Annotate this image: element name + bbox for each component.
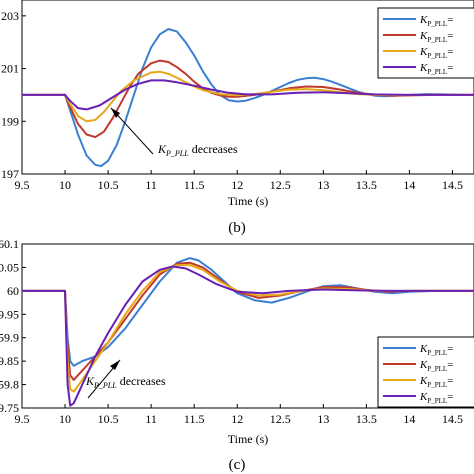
annotation-arrowhead-c xyxy=(110,360,120,370)
x-tick-label: 11 xyxy=(145,412,157,426)
annotation-label-b: KP_PLL decreases xyxy=(157,142,238,158)
x-axis-title-c: Time (s) xyxy=(228,432,269,446)
x-tick-label: 10.5 xyxy=(98,178,119,192)
y-tick-label: 197 xyxy=(1,167,19,181)
y-tick-label: 59.95 xyxy=(0,307,19,321)
y-ticks-c: 60.1 60.05 60 59.95 59.9 59.85 59.8 59.75 xyxy=(0,237,26,415)
x-tick-label: 11 xyxy=(145,178,157,192)
x-tick-label: 10 xyxy=(59,412,71,426)
y-tick-label: 60.1 xyxy=(0,237,19,251)
series-line-1 xyxy=(22,257,474,367)
plot-area-c-frame xyxy=(21,243,474,409)
series-lines-c xyxy=(22,257,474,407)
y-tick-label: 59.8 xyxy=(0,378,19,392)
x-tick-label: 13.5 xyxy=(356,178,377,192)
plot-area-b xyxy=(21,0,474,175)
legend-label-2: KP_PLL= xyxy=(419,30,453,44)
x-tick-label: 10.5 xyxy=(98,412,119,426)
x-tick-label: 9.5 xyxy=(15,178,30,192)
y-tick-label: 199 xyxy=(1,114,19,128)
x-axis-title-b: Time (s) xyxy=(228,194,269,208)
series-line-4 xyxy=(22,79,474,111)
x-tick-label: 13 xyxy=(317,178,329,192)
series-lines-b xyxy=(22,28,474,168)
legend-label-4: KP_PLL= xyxy=(419,62,453,76)
x-ticks-c: 9.5 10 10.5 11 11.5 12 12.5 13 13.5 14 14.5 xyxy=(15,404,463,426)
x-tick-label: 14 xyxy=(403,178,415,192)
legend-label-3: KP_PLL= xyxy=(419,46,453,60)
annotation-arrowhead-b xyxy=(111,108,120,118)
annotation-b: KP_PLL decreases xyxy=(110,107,238,158)
y-tick-label: 203 xyxy=(1,9,19,23)
annotation-arrow-b xyxy=(110,107,154,155)
annotation-label-c: KP_PLL decreases xyxy=(85,374,166,390)
x-tick-label: 11.5 xyxy=(184,412,205,426)
x-tick-label: 14.5 xyxy=(442,412,463,426)
x-tick-label: 13 xyxy=(317,412,329,426)
y-tick-label: 59.9 xyxy=(0,331,19,345)
x-tick-label: 14.5 xyxy=(442,178,463,192)
chart-panel-b: 9.5 10 10.5 11 11.5 12 12.5 13 13.5 14 14.5 197 199… xyxy=(1,0,474,236)
y-tick-label: 201 xyxy=(1,62,19,76)
y-tick-label: 59.75 xyxy=(0,401,19,415)
legend-label-1: KP_PLL= xyxy=(419,343,453,357)
legend-label-2: KP_PLL= xyxy=(419,359,453,373)
plot-area-c xyxy=(21,243,474,409)
x-tick-label: 11.5 xyxy=(184,178,205,192)
x-tick-label: 14 xyxy=(403,412,415,426)
x-ticks-b: 9.5 10 10.5 11 11.5 12 12.5 13 13.5 14 14.5 xyxy=(15,170,463,192)
panel-label-b: (b) xyxy=(228,220,246,236)
y-tick-label: 59.85 xyxy=(0,354,19,368)
y-tick-label: 60 xyxy=(7,284,19,298)
legend-c: KP_PLL= KP_PLL= KP_PLL= KP_PLL= xyxy=(377,336,474,408)
legend-b: KP_PLL= KP_PLL= KP_PLL= KP_PLL= xyxy=(377,7,474,79)
x-tick-label: 12 xyxy=(231,178,243,192)
y-tick-label: 60.05 xyxy=(0,260,19,274)
annotation-c: KP_PLL decreases xyxy=(85,359,166,399)
x-tick-label: 12 xyxy=(231,412,243,426)
x-tick-label: 9.5 xyxy=(15,412,30,426)
legend-label-3: KP_PLL= xyxy=(419,375,453,389)
legend-label-4: KP_PLL= xyxy=(419,391,453,405)
x-tick-label: 13.5 xyxy=(356,412,377,426)
panel-label-c: (c) xyxy=(229,457,246,473)
series-line-4 xyxy=(22,265,474,407)
plot-area-b-frame xyxy=(21,0,474,175)
x-tick-label: 10 xyxy=(59,178,71,192)
x-tick-label: 12.5 xyxy=(270,178,291,192)
legend-label-1: KP_PLL= xyxy=(419,14,453,28)
y-ticks-b: 197 199 201 203 xyxy=(1,9,26,181)
series-line-3 xyxy=(22,264,474,393)
x-tick-label: 12.5 xyxy=(270,412,291,426)
